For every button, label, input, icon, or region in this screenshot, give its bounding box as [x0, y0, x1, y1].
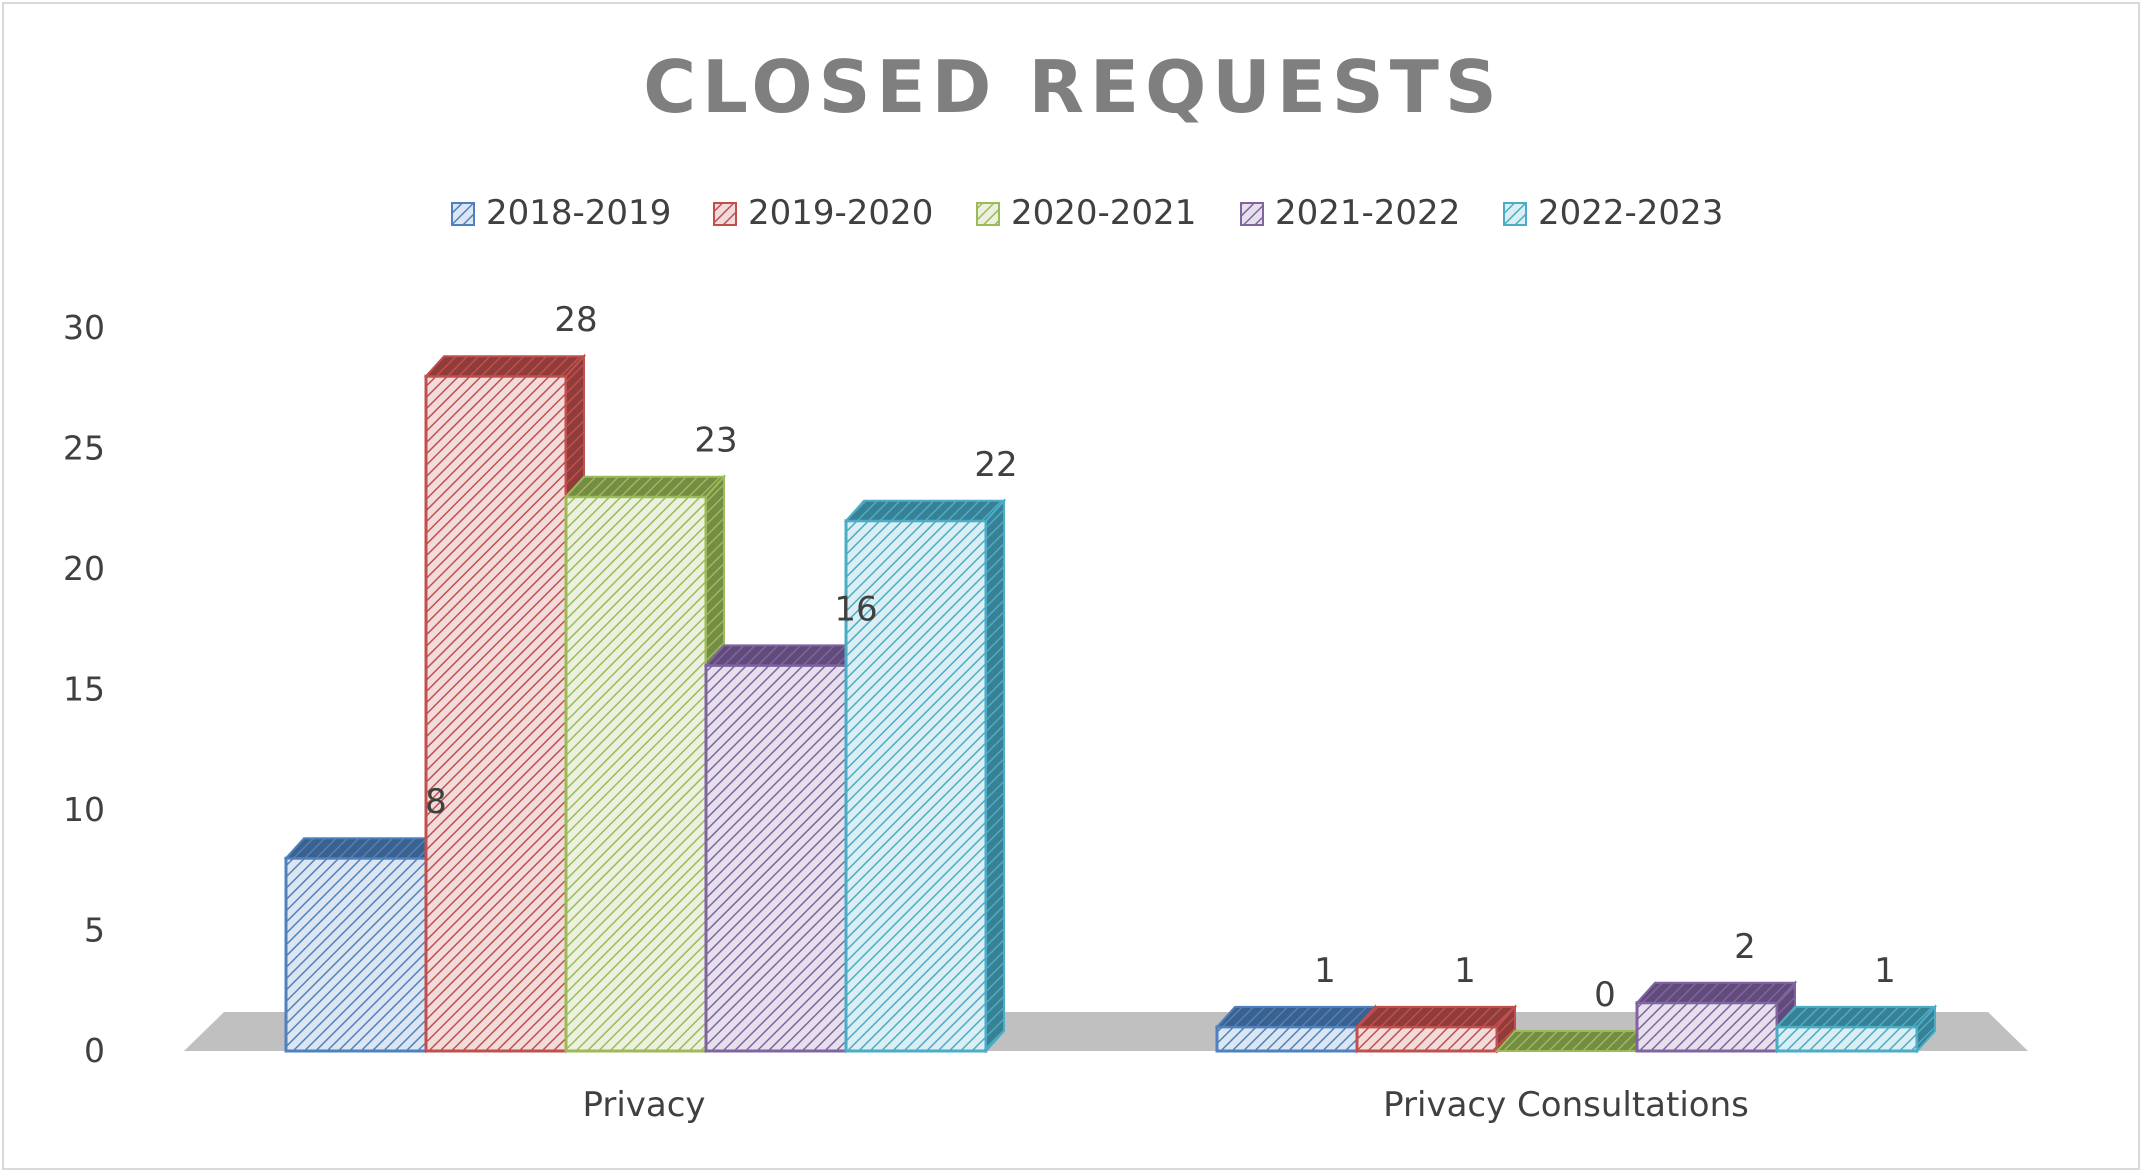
bar-front — [1215, 1025, 1359, 1053]
chart-svg: CLOSED REQUESTS 2018-2019 2019-2020 2020-2… — [63, 45, 2028, 1125]
data-label: 28 — [554, 300, 597, 340]
data-label: 0 — [1594, 975, 1616, 1015]
bar-top — [1354, 1005, 1518, 1028]
data-label: 1 — [1454, 951, 1476, 991]
x-category-label: Privacy — [582, 1085, 705, 1125]
bar — [283, 835, 447, 1054]
legend-label: 2022-2023 — [1538, 193, 1723, 233]
bar-front — [424, 374, 568, 1053]
legend-label: 2021-2022 — [1275, 193, 1460, 233]
chart-title: CLOSED REQUESTS — [643, 45, 1503, 129]
legend-item: 2022-2023 — [1503, 193, 1723, 233]
bars — [283, 353, 1938, 1054]
y-tick-label: 0 — [84, 1031, 105, 1070]
x-axis: Privacy Privacy Consultations — [582, 1085, 1748, 1125]
data-label: 23 — [694, 421, 737, 461]
bar — [423, 353, 587, 1054]
bar — [1634, 980, 1798, 1054]
bar-top — [1634, 981, 1798, 1004]
bar-front — [1355, 1025, 1499, 1053]
bar — [1354, 1004, 1518, 1054]
bar — [1494, 1030, 1658, 1052]
bar — [1214, 1004, 1378, 1054]
legend-swatch — [976, 202, 1000, 226]
y-tick-label: 20 — [63, 549, 105, 588]
y-tick-label: 30 — [63, 308, 105, 347]
bar-top — [283, 837, 447, 860]
x-category-label: Privacy Consultations — [1383, 1085, 1749, 1125]
legend-swatch — [1240, 202, 1264, 226]
data-label: 1 — [1874, 951, 1896, 991]
y-tick-label: 10 — [63, 790, 105, 829]
bar-top — [1774, 1005, 1938, 1028]
bar-top — [703, 644, 867, 667]
bar-top — [1214, 1005, 1378, 1028]
data-label: 2 — [1734, 927, 1756, 967]
bar — [1774, 1004, 1938, 1054]
legend-swatch — [713, 202, 737, 226]
bar-front — [1635, 1001, 1779, 1053]
y-tick-label: 5 — [84, 911, 105, 950]
bar — [703, 642, 867, 1054]
bar-front — [1775, 1025, 1919, 1053]
legend-label: 2019-2020 — [748, 193, 933, 233]
legend-item: 2018-2019 — [451, 193, 671, 233]
bar — [843, 498, 1007, 1054]
legend: 2018-2019 2019-2020 2020-2021 2021-2022 2022… — [451, 193, 1723, 233]
legend-swatch — [451, 202, 475, 226]
bar-top — [423, 355, 587, 378]
y-axis: 0 5 10 15 20 25 30 — [63, 308, 105, 1070]
legend-item: 2020-2021 — [976, 193, 1196, 233]
data-label: 8 — [425, 782, 447, 822]
y-tick-label: 25 — [63, 429, 105, 468]
data-label: 1 — [1314, 951, 1336, 991]
legend-item: 2019-2020 — [713, 193, 933, 233]
legend-label: 2018-2019 — [486, 193, 671, 233]
legend-swatch — [1503, 202, 1527, 226]
bar — [563, 474, 727, 1054]
data-label: 16 — [834, 589, 877, 629]
legend-item: 2021-2022 — [1240, 193, 1460, 233]
bar-front — [704, 663, 848, 1053]
data-label: 22 — [974, 445, 1017, 485]
y-tick-label: 15 — [63, 670, 105, 709]
bar-top — [843, 499, 1007, 522]
legend-label: 2020-2021 — [1011, 193, 1196, 233]
bar-top — [563, 475, 727, 498]
bar-front — [844, 519, 988, 1053]
bar-front — [564, 495, 708, 1053]
bar-top — [1494, 1030, 1658, 1052]
bar-front — [284, 856, 428, 1053]
bar-side — [985, 498, 1005, 1054]
